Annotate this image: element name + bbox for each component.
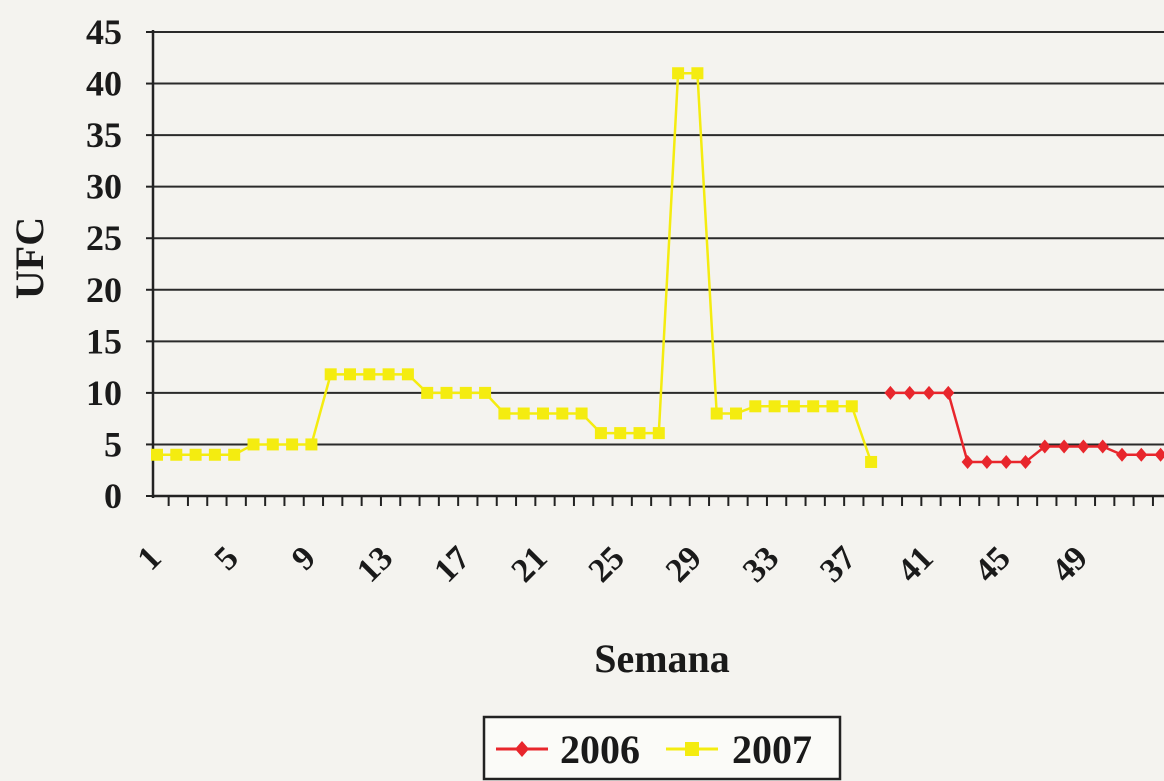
data-point (961, 454, 974, 469)
data-point (1077, 439, 1090, 454)
legend: 2006 2007 (482, 715, 842, 781)
data-point (189, 448, 202, 461)
y-axis-title: UFC (7, 217, 52, 299)
y-axis: 0 5 10 15 20 25 30 35 40 45 (86, 12, 155, 516)
legend-marker (515, 741, 529, 757)
data-point (575, 407, 588, 420)
data-point (556, 407, 569, 420)
data-point (401, 368, 414, 381)
data-point (208, 448, 221, 461)
data-point (710, 407, 723, 420)
y-tick-label: 25 (86, 218, 122, 258)
data-point (517, 407, 530, 420)
data-point (1135, 447, 1148, 462)
data-point (672, 67, 685, 80)
y-tick-label: 15 (86, 321, 122, 361)
data-point (1116, 447, 1128, 462)
series-layer (151, 67, 1164, 469)
y-tick-label: 45 (86, 12, 122, 52)
x-tick-label: 49 (1045, 539, 1095, 589)
data-point (923, 385, 935, 400)
x-tick-label: 45 (968, 539, 1018, 589)
x-tick-label: 37 (813, 539, 863, 589)
x-tick-label: 5 (208, 539, 246, 577)
data-point (980, 454, 993, 469)
x-tick-label: 9 (285, 539, 323, 577)
data-point (151, 448, 163, 461)
y-tick-label: 5 (104, 424, 122, 464)
data-point (652, 427, 665, 440)
y-tick-label: 20 (86, 270, 122, 310)
data-point (1019, 454, 1032, 469)
data-point (768, 400, 781, 413)
data-point (594, 427, 607, 440)
x-tick-label: 13 (350, 539, 400, 589)
data-point (884, 385, 897, 400)
data-point (691, 67, 704, 80)
data-point (537, 407, 549, 420)
data-point (382, 368, 395, 381)
data-point (845, 400, 858, 413)
x-tick-label: 29 (659, 539, 709, 589)
data-point (633, 427, 646, 440)
data-point (324, 368, 337, 381)
data-point (421, 386, 434, 399)
legend-label: 2006 (560, 727, 640, 772)
x-tick-label: 17 (427, 539, 477, 589)
data-point (826, 400, 839, 413)
y-tick-label: 0 (104, 476, 122, 516)
x-tick-label: 33 (736, 539, 786, 589)
data-point (247, 438, 260, 451)
series-2007 (151, 67, 878, 468)
y-tick-label: 35 (86, 115, 122, 155)
x-axis: 1 5 9 13 17 21 25 29 33 37 41 45 49 (130, 494, 1164, 590)
series-2006 (884, 385, 1164, 469)
x-tick-label: 1 (130, 539, 168, 577)
data-point (1058, 439, 1071, 454)
data-point (1154, 447, 1164, 462)
data-point (614, 427, 627, 440)
data-point (266, 438, 279, 451)
data-point (170, 448, 183, 461)
data-point (440, 386, 453, 399)
x-tick-label: 41 (890, 539, 940, 589)
x-tick-label: 21 (504, 539, 554, 589)
data-point (286, 438, 299, 451)
series-line-2007 (157, 71, 873, 463)
data-point (363, 368, 376, 381)
y-tick-label: 40 (86, 64, 122, 104)
data-point (903, 385, 916, 400)
data-point (344, 368, 356, 381)
gridlines (153, 31, 1164, 446)
y-tick-label: 30 (86, 167, 122, 207)
data-point (459, 386, 472, 399)
data-point (305, 438, 318, 451)
data-point (1000, 454, 1013, 469)
x-axis-title: Semana (594, 636, 730, 681)
legend-label: 2007 (732, 727, 812, 772)
x-tick-label: 25 (582, 539, 632, 589)
legend-marker (685, 742, 699, 756)
data-point (749, 400, 762, 413)
data-point (498, 407, 511, 420)
data-point (942, 385, 955, 400)
data-point (807, 400, 820, 413)
data-point (865, 455, 878, 468)
data-point (228, 448, 241, 461)
data-point (1038, 439, 1051, 454)
y-tick-label: 10 (86, 373, 122, 413)
data-point (787, 400, 800, 413)
data-point (479, 386, 492, 399)
data-point (730, 407, 742, 420)
data-point (1096, 439, 1109, 454)
